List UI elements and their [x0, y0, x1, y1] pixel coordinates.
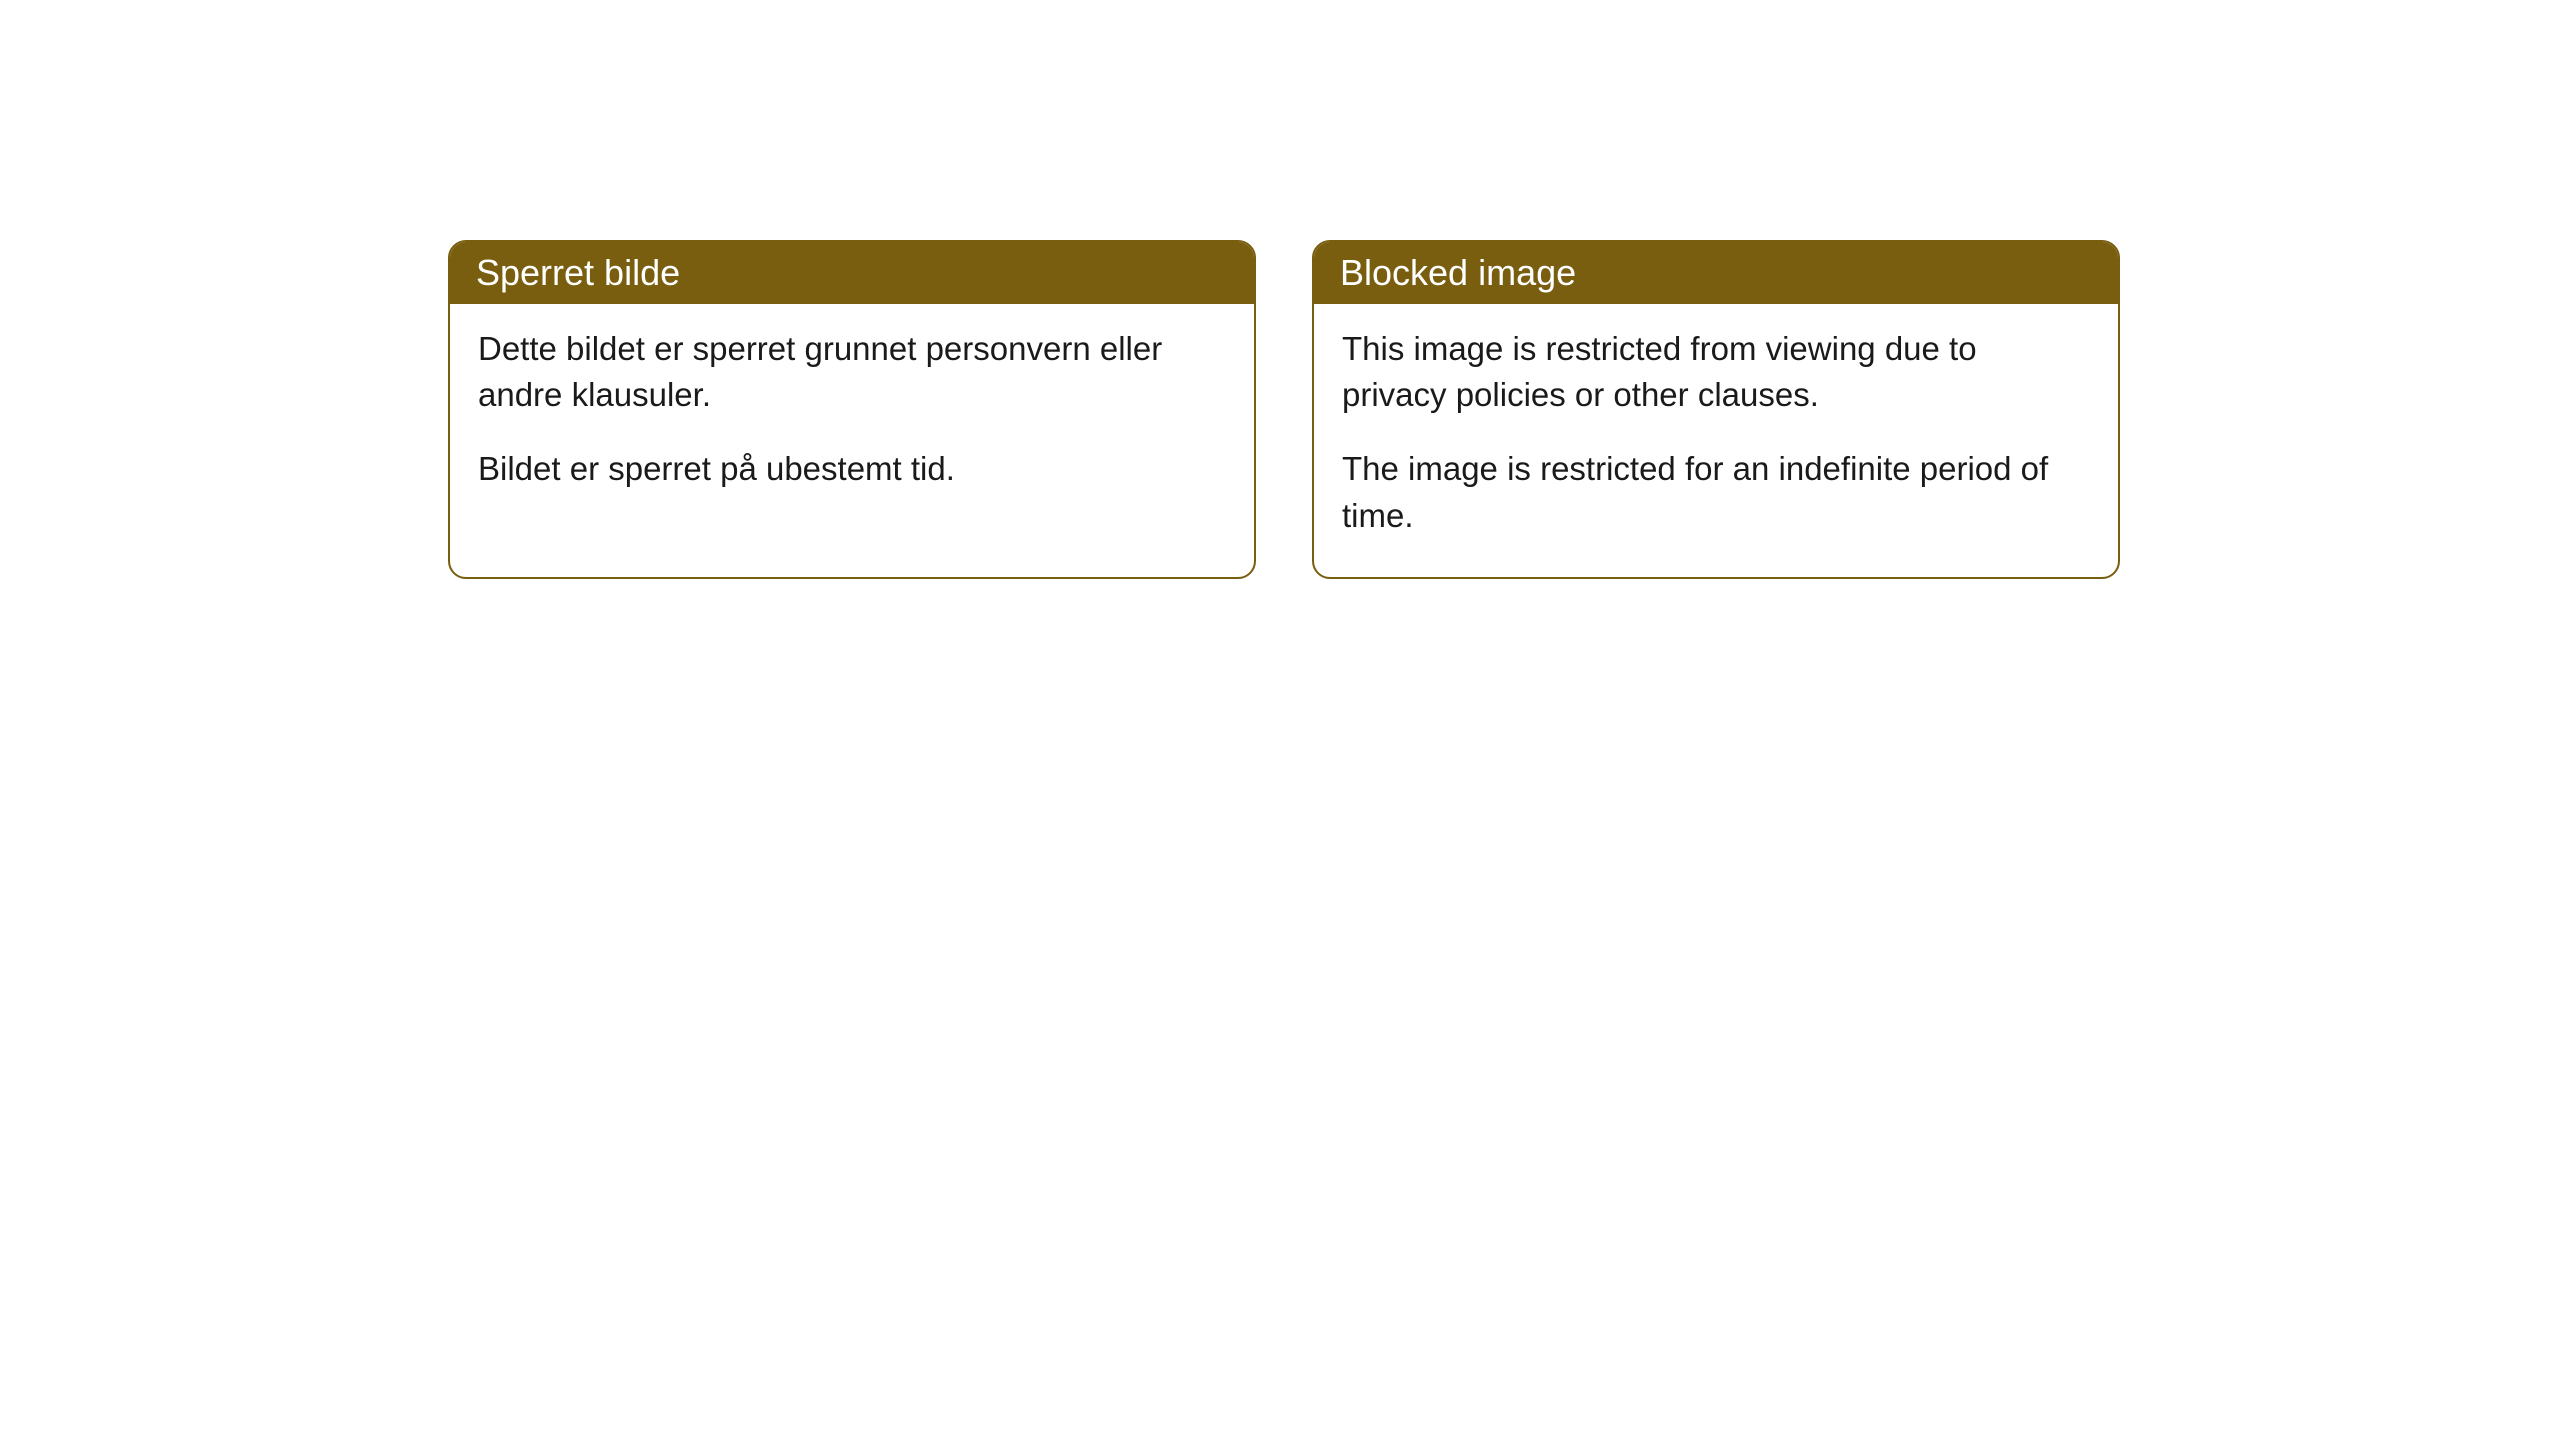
card-paragraph: Dette bildet er sperret grunnet personve… [478, 326, 1226, 418]
card-header-english: Blocked image [1314, 242, 2118, 304]
card-title: Blocked image [1340, 252, 1576, 293]
card-paragraph: Bildet er sperret på ubestemt tid. [478, 446, 1226, 492]
blocked-image-card-norwegian: Sperret bilde Dette bildet er sperret gr… [448, 240, 1256, 579]
card-paragraph: The image is restricted for an indefinit… [1342, 446, 2090, 538]
card-body-norwegian: Dette bildet er sperret grunnet personve… [450, 304, 1254, 531]
card-title: Sperret bilde [476, 252, 680, 293]
blocked-image-card-english: Blocked image This image is restricted f… [1312, 240, 2120, 579]
card-body-english: This image is restricted from viewing du… [1314, 304, 2118, 577]
notice-cards-container: Sperret bilde Dette bildet er sperret gr… [448, 240, 2120, 579]
card-paragraph: This image is restricted from viewing du… [1342, 326, 2090, 418]
card-header-norwegian: Sperret bilde [450, 242, 1254, 304]
